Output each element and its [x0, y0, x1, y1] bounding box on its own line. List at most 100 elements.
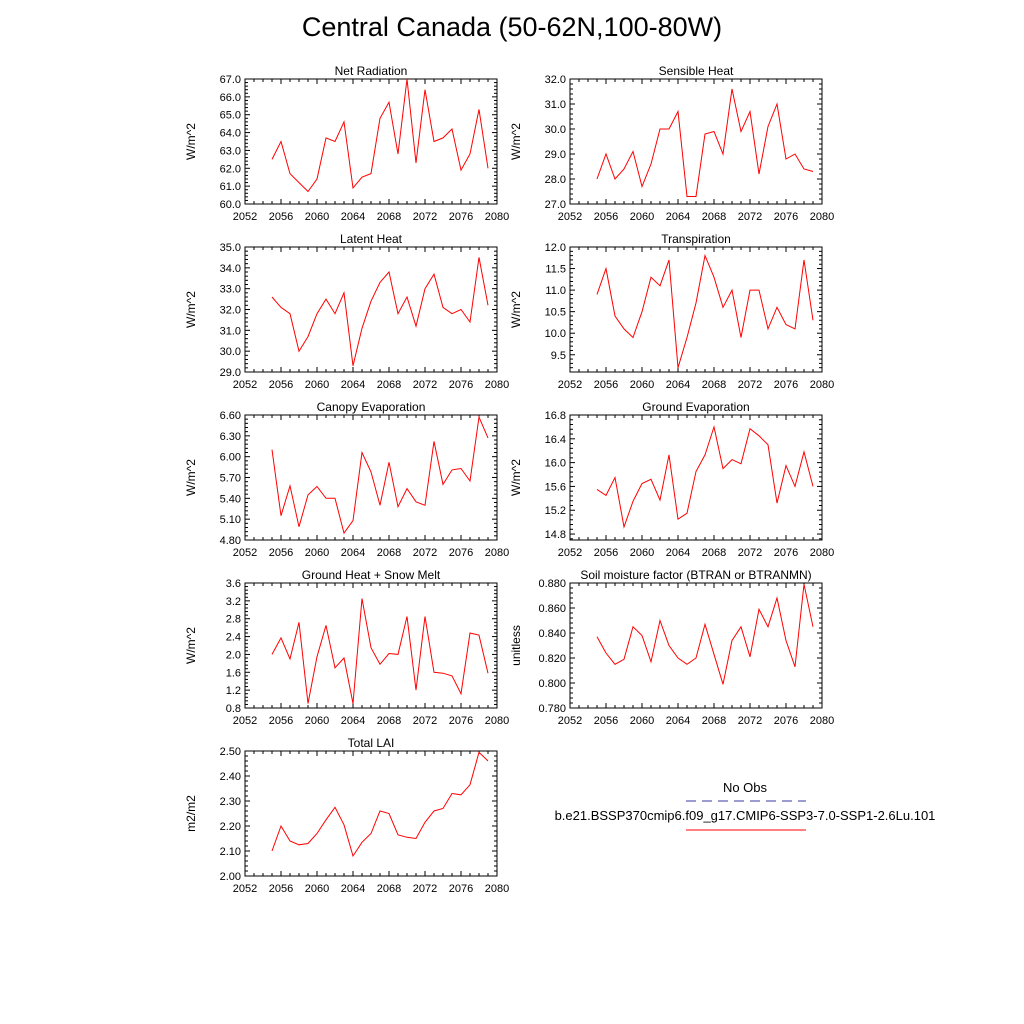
y-tick-label: 5.70 [220, 473, 241, 485]
x-tick-label: 2056 [269, 715, 293, 727]
panel-title: Soil moisture factor (BTRAN or BTRANMN) [580, 568, 811, 582]
y-tick-label: 62.0 [220, 163, 241, 175]
y-tick-label: 9.5 [551, 350, 566, 362]
x-tick-label: 2056 [594, 211, 618, 223]
plot-frame [569, 246, 823, 373]
x-tick-label: 2068 [377, 547, 401, 559]
panel-title: Transpiration [661, 232, 731, 246]
y-tick-label: 0.840 [538, 628, 566, 640]
y-axis-label: W/m^2 [509, 291, 523, 328]
y-tick-label: 11.0 [545, 285, 566, 297]
y-tick-label: 64.0 [220, 128, 241, 140]
x-tick-label: 2080 [485, 547, 509, 559]
series-line [271, 751, 489, 858]
x-tick-label: 2056 [269, 883, 293, 895]
panel-net-radiation: Net Radiation W/m^2 2052 2056 2060 2064 2068 20… [184, 64, 509, 223]
x-tick-label: 2060 [630, 379, 654, 391]
y-tick-label: 16.8 [545, 410, 566, 422]
x-tick-label: 2072 [413, 883, 437, 895]
x-tick-label: 2056 [594, 547, 618, 559]
x-tick-label: 2068 [377, 379, 401, 391]
y-tick-label: 2.4 [226, 632, 241, 644]
plot-frame [244, 246, 498, 373]
panel-ground-heat-snow-melt: Ground Heat + Snow Melt W/m^2 2052 2056 2060… [184, 568, 509, 727]
series-line [596, 424, 814, 529]
x-tick-label: 2052 [558, 715, 582, 727]
x-tick-label: 2080 [810, 547, 834, 559]
y-axis-label: W/m^2 [184, 459, 198, 496]
x-tick-label: 2052 [558, 547, 582, 559]
y-tick-label: 4.80 [220, 535, 241, 547]
plot-frame [244, 750, 498, 877]
x-tick-label: 2064 [341, 883, 365, 895]
x-tick-label: 2064 [666, 379, 690, 391]
y-axis-label: W/m^2 [184, 291, 198, 328]
y-tick-label: 65.0 [220, 110, 241, 122]
y-axis-label: W/m^2 [184, 627, 198, 664]
panel-ground-evaporation: Ground Evaporation W/m^2 2052 2056 2060 2064 2… [509, 400, 834, 559]
x-tick-label: 2056 [269, 379, 293, 391]
y-tick-label: 2.00 [220, 871, 241, 883]
x-tick-label: 2068 [702, 379, 726, 391]
y-tick-label: 0.860 [538, 603, 566, 615]
panel-title: Latent Heat [340, 232, 403, 246]
y-tick-label: 63.0 [220, 145, 241, 157]
series-line [271, 598, 489, 704]
series-line [271, 78, 489, 193]
series-line [596, 584, 814, 685]
y-tick-label: 30.0 [220, 346, 241, 358]
x-tick-label: 2064 [341, 211, 365, 223]
x-tick-label: 2068 [702, 211, 726, 223]
y-tick-label: 3.6 [226, 578, 241, 590]
y-tick-label: 15.2 [545, 505, 566, 517]
x-tick-label: 2064 [341, 715, 365, 727]
panel-title: Total LAI [348, 736, 395, 750]
y-tick-label: 2.10 [220, 846, 241, 858]
y-tick-label: 32.0 [220, 305, 241, 317]
y-tick-label: 32.0 [545, 74, 566, 86]
y-tick-label: 2.50 [220, 746, 241, 758]
x-tick-label: 2068 [377, 211, 401, 223]
x-tick-label: 2052 [233, 883, 257, 895]
series-line [596, 253, 814, 368]
series-line [271, 415, 489, 535]
x-tick-label: 2056 [594, 379, 618, 391]
x-tick-label: 2072 [413, 211, 437, 223]
panel-title: Ground Heat + Snow Melt [302, 568, 441, 582]
panel-soil-moisture-factor-btran-or-btranmn-: Soil moisture factor (BTRAN or BTRANMN) u… [509, 568, 834, 727]
y-tick-label: 2.0 [226, 649, 241, 661]
x-tick-label: 2052 [558, 379, 582, 391]
x-tick-label: 2072 [738, 715, 762, 727]
x-tick-label: 2052 [558, 211, 582, 223]
x-tick-label: 2076 [774, 379, 798, 391]
plot-frame [244, 414, 498, 541]
panel-transpiration: Transpiration W/m^2 2052 2056 2060 2064 2068 20… [509, 232, 834, 391]
y-tick-label: 31.0 [220, 325, 241, 337]
panel-total-lai: Total LAI m2/m2 2052 2056 2060 2064 2068 2072 20… [184, 736, 509, 895]
y-tick-label: 2.8 [226, 614, 241, 626]
panel-canopy-evaporation: Canopy Evaporation W/m^2 2052 2056 2060 2064 2… [184, 400, 509, 559]
x-tick-label: 2064 [666, 211, 690, 223]
x-tick-label: 2052 [233, 211, 257, 223]
y-tick-label: 66.0 [220, 92, 241, 104]
y-tick-label: 33.0 [220, 284, 241, 296]
y-axis-label: unitless [509, 625, 523, 666]
y-axis-label: W/m^2 [509, 123, 523, 160]
y-tick-label: 12.0 [545, 242, 566, 254]
panel-title: Canopy Evaporation [317, 400, 426, 414]
y-tick-label: 6.30 [220, 431, 241, 443]
panel-title: Sensible Heat [659, 64, 734, 78]
y-tick-label: 10.5 [545, 307, 566, 319]
y-tick-label: 1.6 [226, 667, 241, 679]
y-tick-label: 10.0 [545, 328, 566, 340]
y-tick-label: 29.0 [220, 367, 241, 379]
x-tick-label: 2056 [594, 715, 618, 727]
plot-frame [569, 582, 823, 709]
x-tick-label: 2068 [377, 715, 401, 727]
x-tick-label: 2068 [377, 883, 401, 895]
x-tick-label: 2076 [774, 547, 798, 559]
x-tick-label: 2080 [810, 715, 834, 727]
panel-sensible-heat: Sensible Heat W/m^2 2052 2056 2060 2064 2068 20… [509, 64, 834, 223]
x-tick-label: 2072 [413, 715, 437, 727]
y-tick-label: 0.780 [538, 703, 566, 715]
